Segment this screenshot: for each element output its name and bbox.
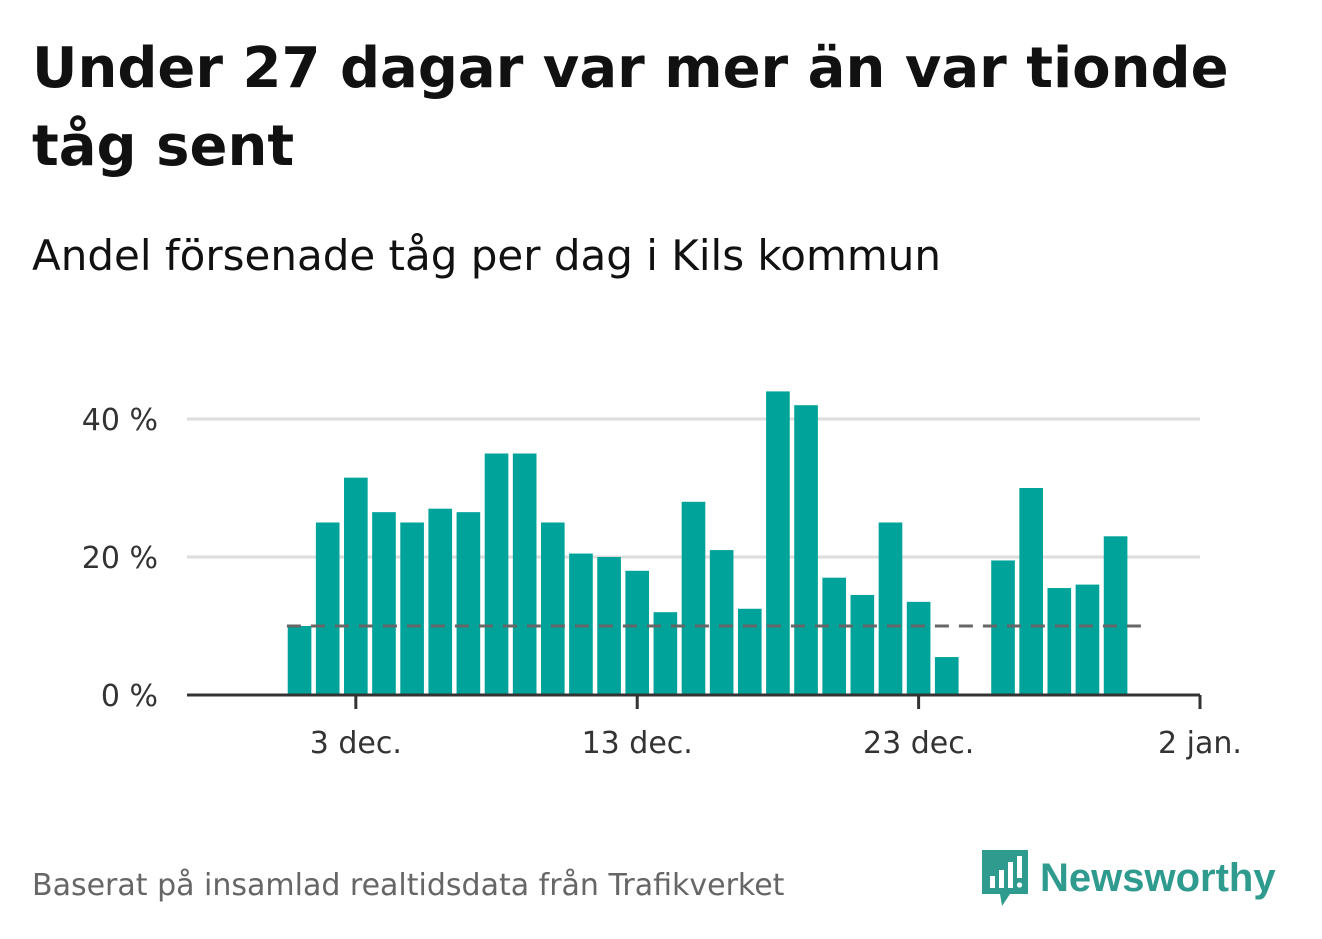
- y-tick-label: 0 %: [101, 679, 158, 714]
- bar: [681, 501, 706, 695]
- bar: [906, 601, 931, 695]
- y-tick-label: 20 %: [82, 541, 158, 576]
- source-note: Baserat på insamlad realtidsdata från Tr…: [32, 868, 785, 903]
- bar: [850, 594, 875, 695]
- bar: [625, 570, 650, 695]
- bar: [794, 405, 818, 695]
- bar: [822, 577, 847, 695]
- bar: [287, 626, 312, 695]
- bar: [1019, 488, 1043, 695]
- bar: [878, 522, 903, 695]
- brand-logo: Newsworthy: [980, 848, 1276, 908]
- x-tick-label: 13 dec.: [582, 726, 693, 761]
- bar: [653, 612, 678, 695]
- bar: [344, 477, 368, 695]
- bar: [512, 453, 537, 695]
- chart-title: Under 27 dagar var mer än var tionde tåg…: [32, 36, 1229, 179]
- bar: [1075, 584, 1100, 695]
- bar: [1047, 588, 1072, 695]
- bar: [709, 550, 734, 695]
- bar: [315, 522, 340, 695]
- bar: [540, 522, 565, 695]
- bar-chart: 0 % 20 % 40 % 3 dec. 13 dec. 23 dec. 2 jan.: [82, 391, 1242, 761]
- bar: [766, 391, 790, 695]
- bar: [428, 508, 453, 695]
- bar: [456, 512, 481, 695]
- bar: [991, 560, 1015, 695]
- x-tick-label: 3 dec.: [310, 726, 402, 761]
- y-tick-label: 40 %: [82, 403, 158, 438]
- bar: [372, 512, 396, 695]
- bar: [484, 453, 509, 695]
- bar: [569, 553, 593, 695]
- x-tick-label: 2 jan.: [1158, 726, 1242, 761]
- bar: [1103, 536, 1128, 695]
- brand-name: Newsworthy: [1040, 855, 1276, 900]
- chart-subtitle: Andel försenade tåg per dag i Kils kommu…: [32, 231, 942, 280]
- bar: [737, 608, 762, 695]
- newsworthy-logo-icon: [982, 850, 1028, 906]
- bar: [934, 657, 959, 695]
- bar: [400, 522, 424, 695]
- x-tick-label: 23 dec.: [863, 726, 974, 761]
